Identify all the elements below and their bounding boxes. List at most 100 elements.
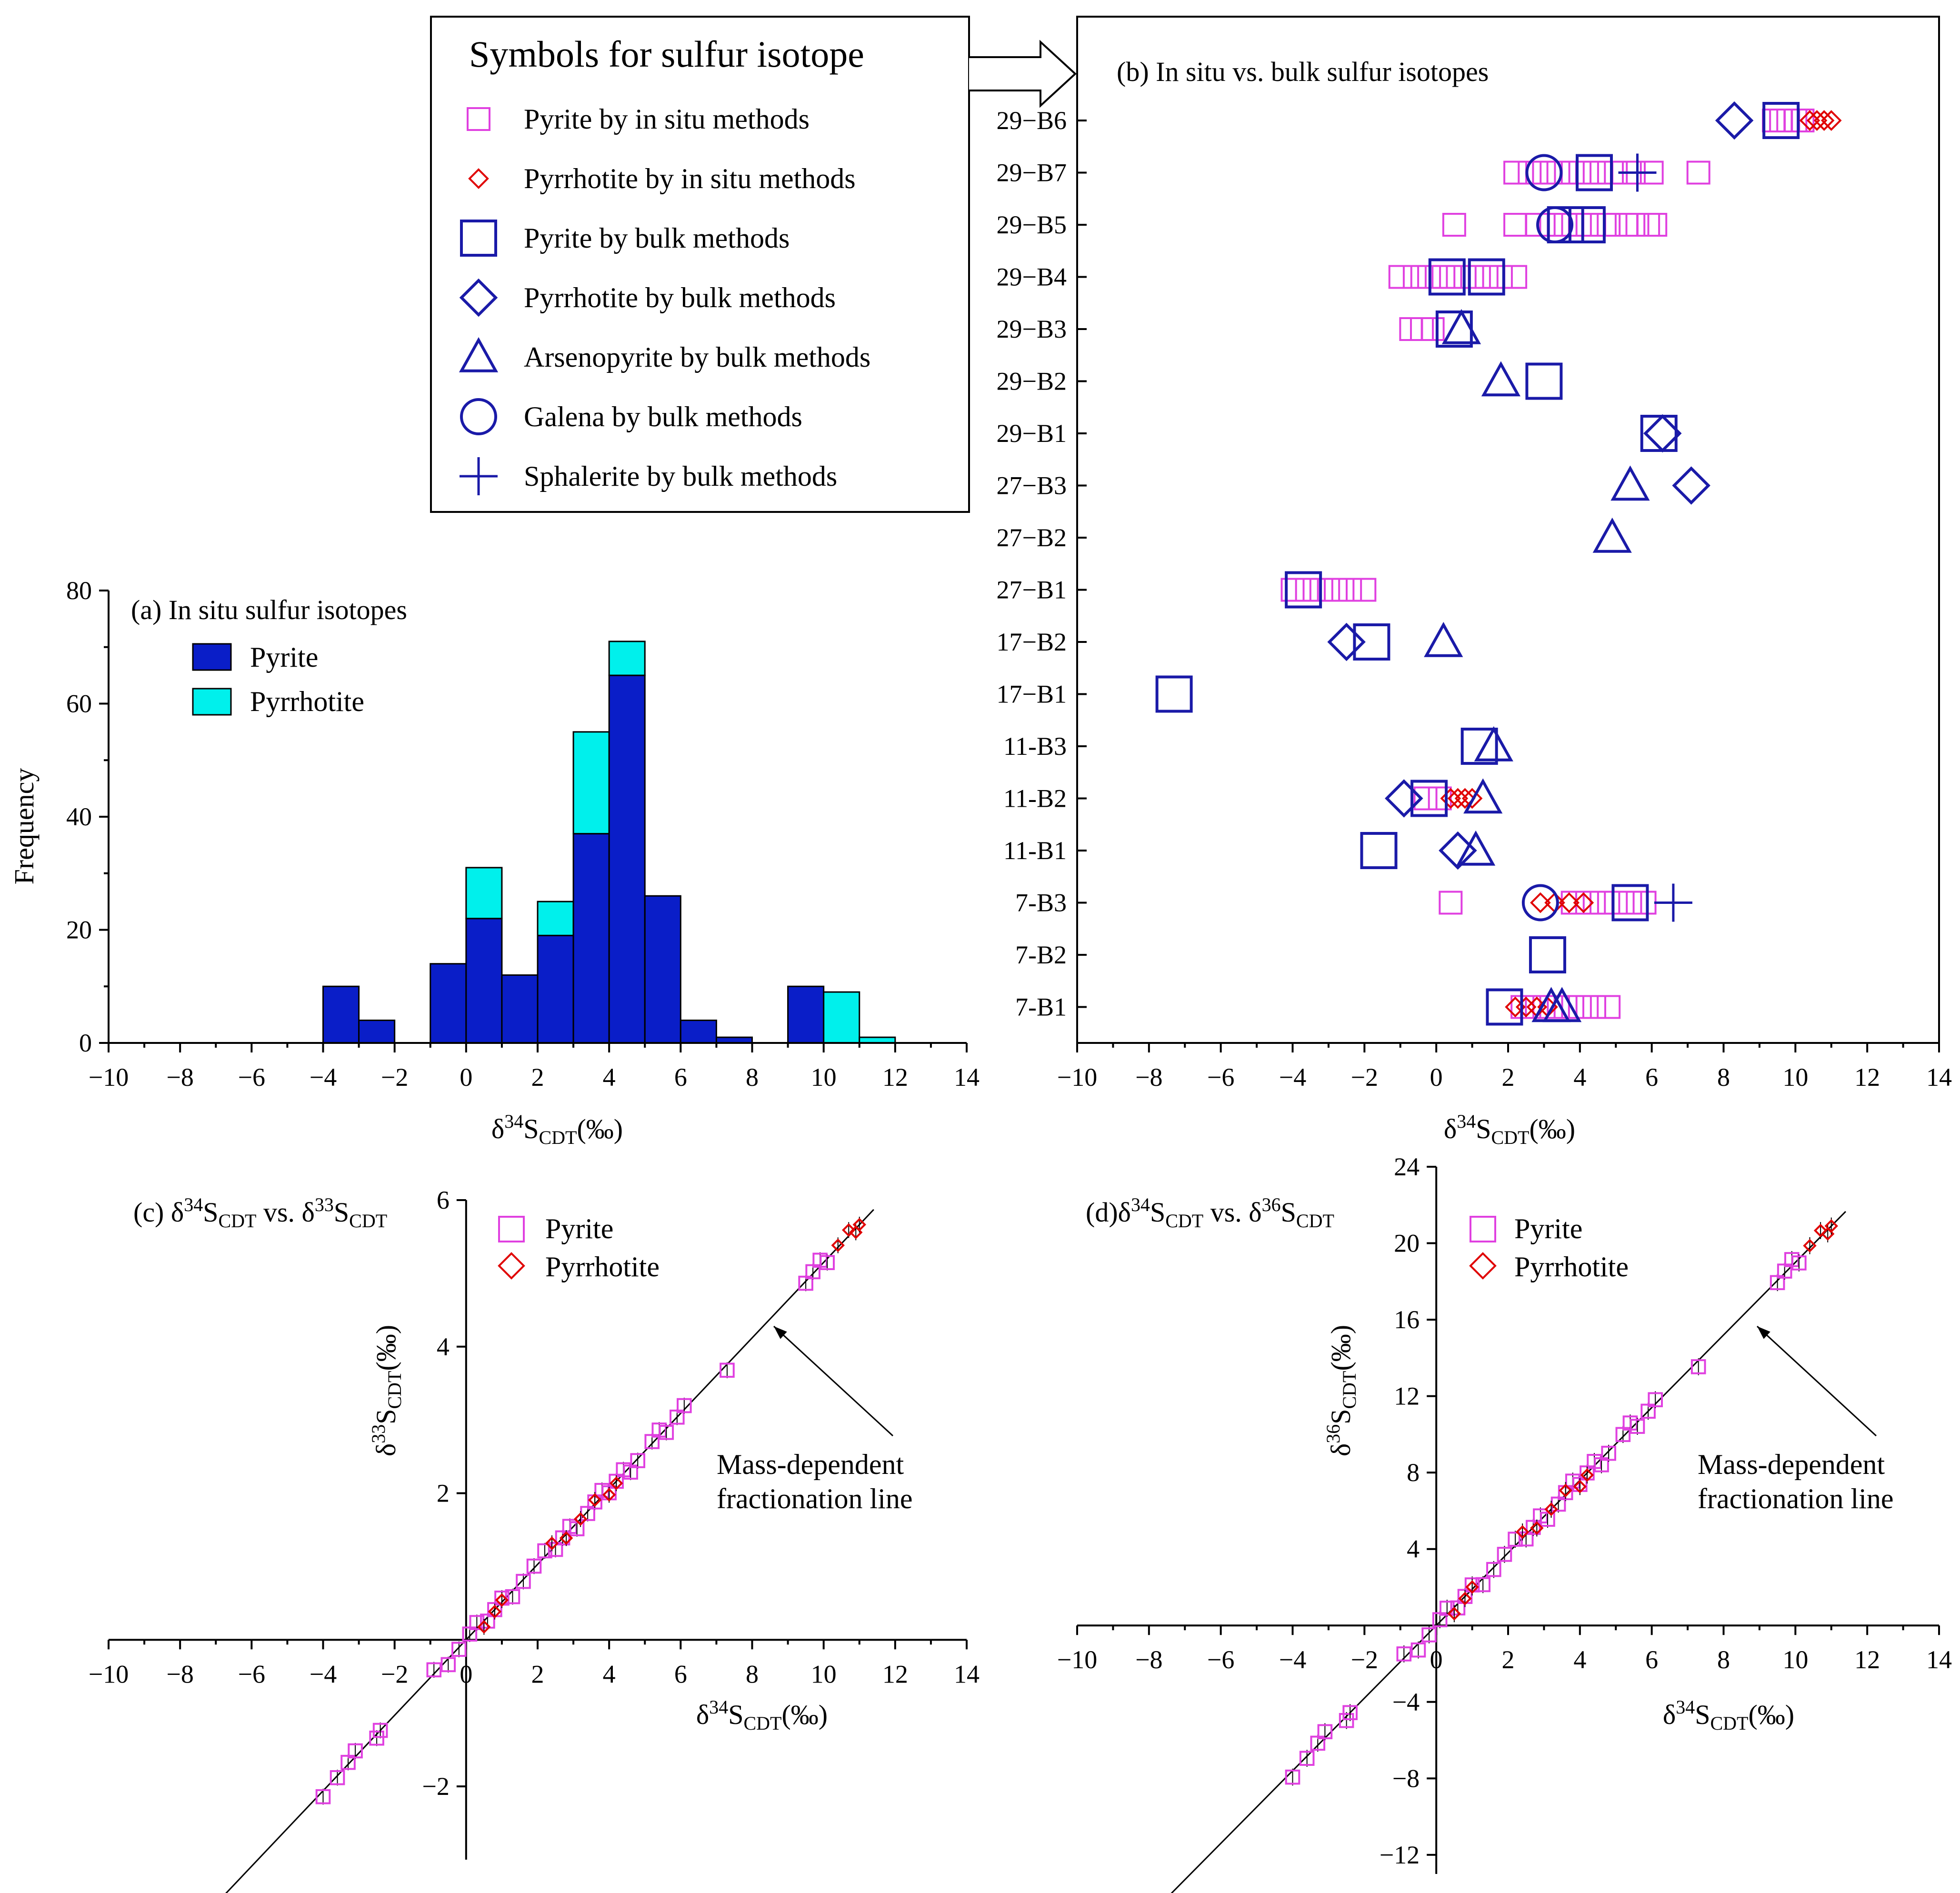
panel-b-marks: [1155, 101, 1842, 1026]
histogram-bar-pyrite: [787, 985, 825, 1044]
point-pyrite: [348, 1743, 363, 1759]
panel-d-annotation: Mass-dependent fractionation line: [1698, 1449, 1894, 1514]
panel-c-title: (c) δ34SCDT vs. δ33SCDT: [133, 1194, 387, 1232]
panel-a-ylabel: Frequency: [9, 768, 40, 885]
point-triangle: [1463, 778, 1503, 814]
point-pyrrhotite: [1803, 1239, 1817, 1252]
point-square-small: [1568, 995, 1592, 1019]
annotation-arrow: [773, 1325, 894, 1437]
point-diamond-small: [1461, 788, 1483, 809]
point-pyrrhotite: [609, 1476, 623, 1490]
y-tick-label: 16: [1394, 1305, 1420, 1334]
point-square: [1155, 675, 1193, 713]
point-triangle: [1456, 830, 1496, 866]
point-pyrite: [1690, 1359, 1706, 1374]
x-tick-label: −6: [238, 1063, 265, 1092]
annotation-line-2: fractionation line: [1698, 1483, 1894, 1514]
point-pyrrhotite: [1447, 1607, 1461, 1621]
legend-item-label: Pyrrhotite by in situ methods: [524, 163, 856, 194]
histogram-bar-pyrrhotite: [537, 901, 574, 936]
point-square-small: [1790, 109, 1815, 132]
histogram-bar-pyrrhotite: [465, 867, 503, 920]
panel-c-marks: [315, 1216, 866, 1805]
legend-symbol-pyrrhotite: [498, 1252, 525, 1280]
y-tick-label: 6: [437, 1186, 450, 1214]
point-pyrite: [820, 1255, 835, 1270]
point-triangle: [1441, 309, 1481, 344]
panel-b-frame: [1076, 16, 1940, 1044]
panel-d-title: (d)δ34SCDT vs. δ36SCDT: [1086, 1194, 1334, 1232]
point-square: [1360, 832, 1398, 869]
legend-arrow: [969, 40, 1077, 108]
point-pyrrhotite: [488, 1604, 502, 1619]
x-tick-label: 2: [1502, 1063, 1515, 1092]
panel-d-scatter: (d)δ34SCDT vs. δ36SCDT −10 −8 −6 −4 −2 0 2 4 6 8 1…: [1057, 1152, 1952, 1893]
point-pyrite: [369, 1730, 384, 1746]
point-pyrrhotite: [495, 1593, 509, 1607]
point-pyrite: [1540, 1512, 1555, 1527]
point-diamond-small: [1806, 110, 1828, 131]
point-square-small: [1442, 213, 1466, 237]
point-square-small: [1560, 160, 1585, 185]
point-square-small: [1439, 891, 1463, 915]
y-tick-label: 4: [437, 1332, 450, 1361]
legend-swatch-pyrrhotite: [192, 688, 232, 716]
point-square-small: [1532, 160, 1556, 185]
x-tick-label: 10: [811, 1660, 837, 1688]
legend-label-pyrite: Pyrite: [1514, 1213, 1582, 1244]
x-tick-label: 10: [811, 1063, 837, 1092]
x-tick-label: 10: [1782, 1063, 1808, 1092]
point-plus: [1654, 883, 1692, 922]
point-square-small: [1428, 786, 1452, 811]
point-pyrite: [720, 1362, 735, 1378]
point-square: [1460, 728, 1498, 765]
point-pyrrhotite: [852, 1218, 866, 1232]
histogram-bar-pyrite: [537, 934, 574, 1044]
histogram-bar-pyrite: [322, 985, 360, 1044]
legend-symbol-square: [460, 220, 497, 257]
x-tick-label: 2: [531, 1063, 544, 1092]
point-pyrrhotite: [1515, 1525, 1530, 1539]
point-square-small: [1776, 109, 1800, 132]
x-tick-label: −8: [166, 1063, 193, 1092]
x-tick-label: 14: [1926, 1645, 1952, 1674]
legend-symbol-diamond: [459, 278, 498, 317]
x-tick-label: 6: [674, 1660, 687, 1688]
point-pyrite: [1410, 1642, 1426, 1658]
histogram-bar-pyrrhotite: [823, 991, 860, 1044]
category-label: 17−B2: [997, 628, 1067, 656]
point-pyrrhotite: [602, 1488, 616, 1502]
point-square-small: [1402, 265, 1427, 289]
x-tick-label: 2: [531, 1660, 544, 1688]
y-tick-label: 40: [66, 802, 92, 831]
x-tick-label: −10: [1057, 1645, 1097, 1674]
legend-symbol-circle: [460, 398, 497, 435]
point-pyrite: [659, 1425, 674, 1440]
point-triangle: [1424, 621, 1463, 657]
point-pyrite: [1497, 1547, 1512, 1562]
point-pyrite: [505, 1589, 520, 1604]
point-diamond: [1643, 414, 1682, 453]
point-diamond: [1327, 622, 1366, 661]
point-triangle: [1610, 465, 1650, 501]
x-tick-label: −4: [1279, 1645, 1306, 1674]
point-square-small: [1575, 160, 1599, 185]
panel-b-scatter: (b) In situ vs. bulk sulfur isotopes −10…: [997, 16, 1952, 1148]
legend-symbol-square-small: [467, 107, 490, 131]
x-tick-label: 12: [1854, 1645, 1880, 1674]
point-pyrite: [1317, 1724, 1333, 1740]
legend-swatch-pyrite: [192, 643, 232, 671]
annotation-arrow: [1756, 1325, 1877, 1437]
point-square-small: [1503, 213, 1528, 237]
x-tick-label: 14: [954, 1660, 980, 1688]
x-tick-label: 6: [1645, 1063, 1658, 1092]
legend-label-pyrrhotite: Pyrrhotite: [1514, 1251, 1629, 1282]
histogram-bar-pyrrhotite: [608, 641, 646, 676]
point-square: [1576, 154, 1613, 191]
y-tick-label: 2: [437, 1479, 450, 1508]
point-square-small: [1686, 160, 1710, 185]
point-square: [1568, 206, 1606, 243]
legend-item-label: Galena by bulk methods: [524, 401, 802, 432]
point-diamond-small: [1454, 788, 1476, 809]
